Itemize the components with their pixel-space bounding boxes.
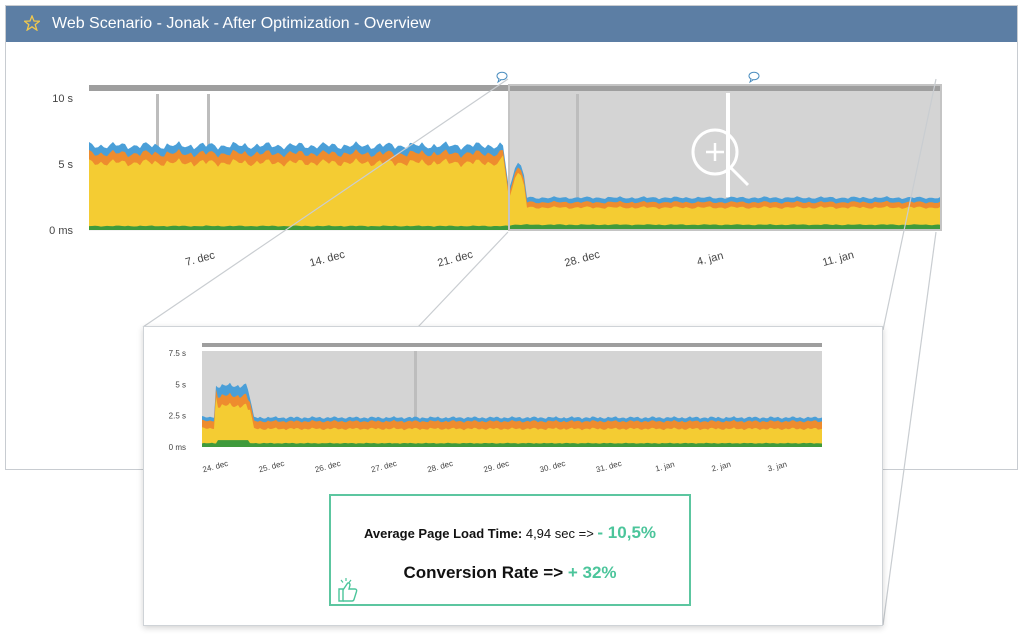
main-chart-areas (89, 71, 942, 231)
load-time-value: 4,94 sec => (525, 526, 594, 541)
zoom-navigator-bar[interactable] (202, 343, 822, 347)
zoom-x-tick: 2. jan (711, 460, 732, 474)
zoom-x-tick: 27. dec (370, 459, 398, 474)
zoom-in-icon[interactable] (691, 93, 750, 197)
load-time-label: Average Page Load Time: (363, 526, 523, 541)
main-y-tick: 5 s (58, 159, 73, 171)
zoom-series-area-green (202, 440, 822, 447)
navigator-bar[interactable] (89, 85, 941, 91)
zoom-x-tick: 28. dec (426, 459, 454, 474)
conversion-label: Conversion Rate => (403, 563, 564, 582)
main-chart[interactable]: 10 s 5 s 0 ms 7. dec 14. dec 21. dec 28. dec 4… (6, 42, 1017, 332)
title-bar: Web Scenario - Jonak - After Optimizatio… (6, 6, 1017, 42)
zoom-x-tick: 24. dec (202, 459, 230, 474)
main-x-tick: 11. jan (821, 249, 855, 269)
page-title: Web Scenario - Jonak - After Optimizatio… (52, 15, 431, 32)
zoom-y-tick: 0 ms (169, 443, 186, 452)
load-time-change: - 10,5% (597, 523, 657, 542)
results-summary: Average Page Load Time: 4,94 sec => - 10… (329, 494, 691, 606)
main-x-tick: 4. jan (696, 250, 725, 269)
zoom-chart-areas (202, 343, 822, 447)
zoom-x-tick: 26. dec (314, 459, 342, 474)
zoom-chart[interactable]: 7.5 s5 s2.5 s0 ms 24. dec 25. dec 26. dec 2… (144, 327, 882, 487)
zoom-series-area-yellow (202, 397, 822, 447)
star-icon[interactable] (24, 15, 40, 31)
selection-frame[interactable] (508, 84, 942, 231)
main-x-axis: 7. dec 14. dec 21. dec 28. dec 4. jan 11. jan (184, 249, 855, 270)
comment-icon[interactable] (748, 71, 760, 84)
main-x-tick: 28. dec (563, 249, 601, 270)
main-y-tick: 0 ms (49, 225, 73, 237)
main-x-tick: 21. dec (436, 249, 474, 270)
zoom-x-tick: 25. dec (258, 459, 286, 474)
comment-icon[interactable] (496, 71, 508, 84)
thumbs-up-icon (338, 578, 358, 602)
zoom-x-tick: 1. jan (654, 460, 675, 474)
conversion-row: Conversion Rate => + 32% (331, 563, 689, 583)
zoom-y-tick: 5 s (175, 380, 186, 389)
load-time-row: Average Page Load Time: 4,94 sec => - 10… (331, 523, 689, 543)
main-y-tick: 10 s (52, 93, 73, 105)
zoom-x-tick: 31. dec (595, 459, 623, 474)
zoom-y-axis: 7.5 s 5 s 2.5 s 0 ms (169, 349, 186, 452)
zoom-x-tick: 29. dec (483, 459, 511, 474)
main-x-tick: 14. dec (308, 249, 346, 270)
main-x-tick: 7. dec (184, 249, 217, 268)
zoom-y-tick: 7.5 s (169, 349, 186, 358)
zoom-x-tick: 3. jan (767, 460, 788, 474)
conversion-change: + 32% (567, 563, 617, 582)
zoom-x-tick: 30. dec (539, 459, 567, 474)
zoom-y-tick: 2.5 s (169, 412, 186, 421)
zoom-x-axis: 24. dec 25. dec 26. dec 27. dec 28. dec 29. d… (202, 459, 788, 474)
